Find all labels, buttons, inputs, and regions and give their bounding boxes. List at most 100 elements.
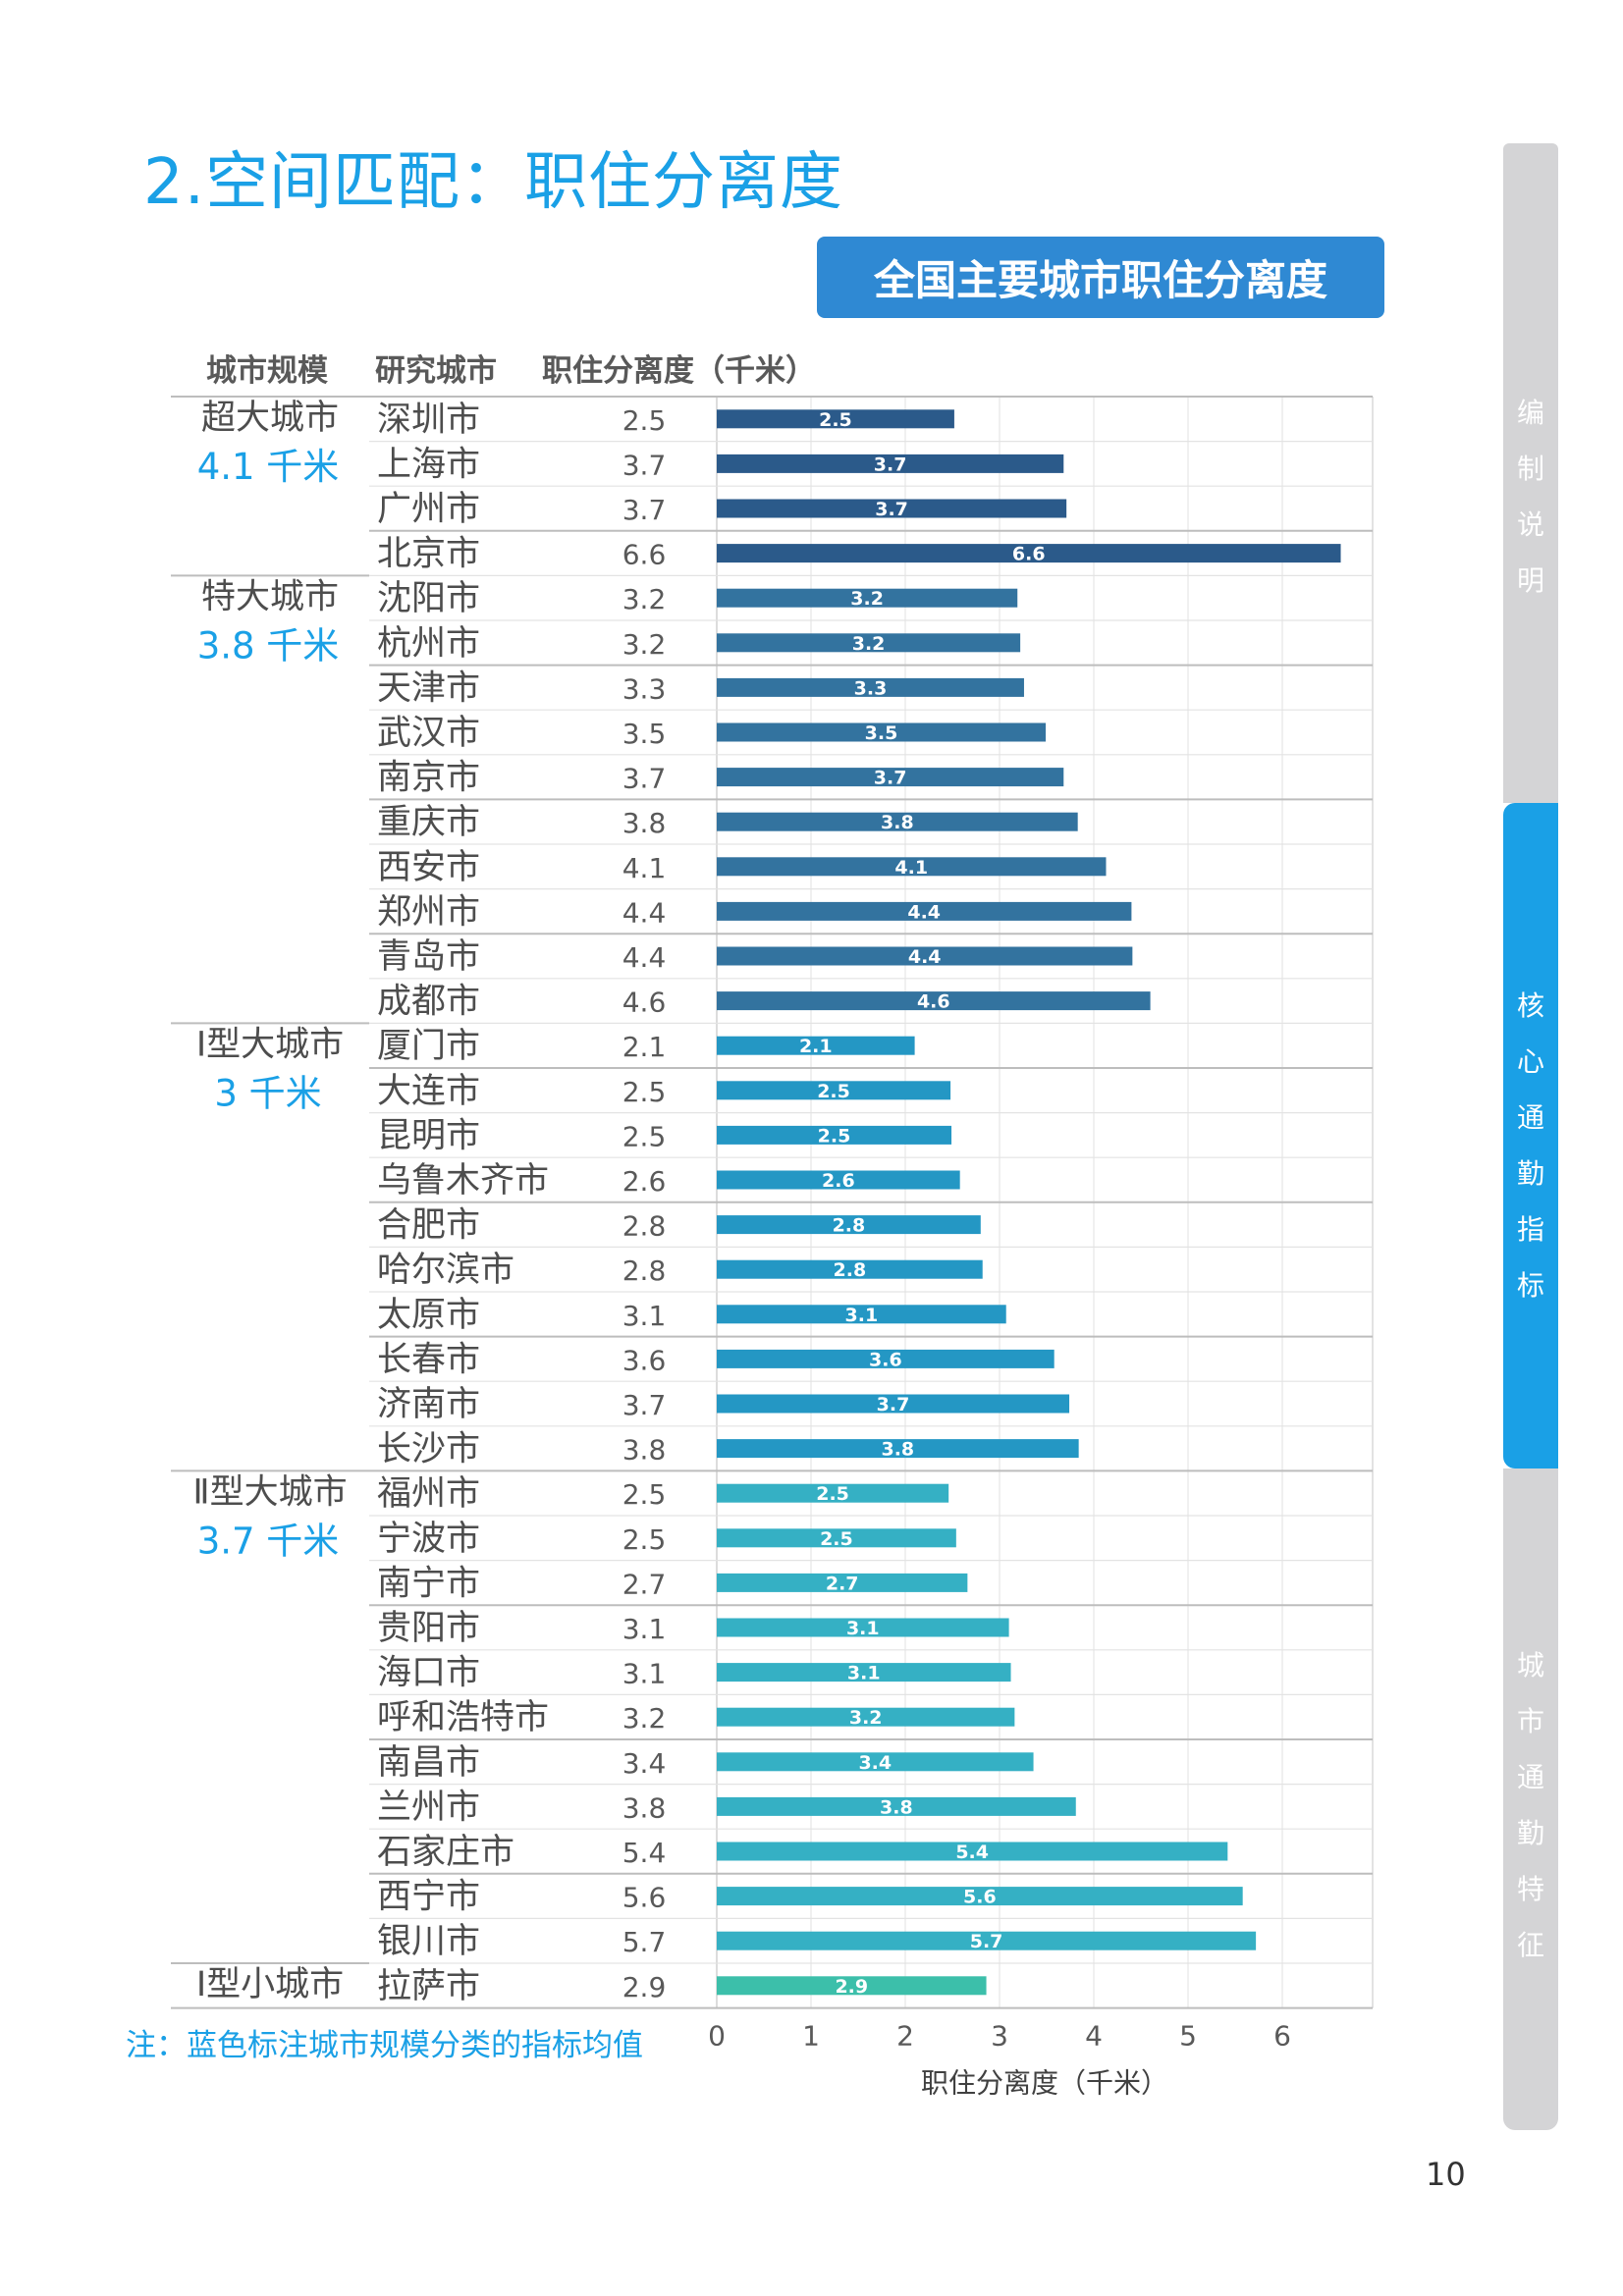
city-label: 深圳市 bbox=[377, 400, 480, 440]
city-label: 重庆市 bbox=[377, 803, 480, 842]
bar-data-label: 4.1 bbox=[894, 857, 928, 879]
bar bbox=[717, 1081, 951, 1100]
city-label: 武汉市 bbox=[377, 714, 480, 753]
side-tab-label: 编制说明 bbox=[1516, 397, 1544, 597]
bar-data-label: 5.6 bbox=[963, 1887, 997, 1908]
value-label: 5.7 bbox=[622, 1926, 667, 1958]
bar-data-label: 2.1 bbox=[799, 1036, 833, 1057]
bar bbox=[717, 1305, 1006, 1324]
city-label: 厦门市 bbox=[377, 1027, 480, 1066]
bar-data-label: 2.5 bbox=[819, 409, 852, 431]
bar-data-label: 3.7 bbox=[874, 768, 907, 789]
column-header-city: 研究城市 bbox=[375, 353, 497, 389]
city-label: 大连市 bbox=[377, 1072, 480, 1111]
bar bbox=[717, 991, 1151, 1011]
group-label: 超大城市 bbox=[201, 399, 339, 438]
city-label: 宁波市 bbox=[377, 1520, 480, 1559]
x-tick-label: 0 bbox=[708, 2020, 726, 2053]
bar bbox=[717, 1663, 1011, 1682]
side-tab-city-features[interactable]: 城市通勤特征 bbox=[1503, 1468, 1558, 2130]
bar bbox=[717, 1752, 1034, 1772]
city-label: 哈尔滨市 bbox=[377, 1251, 514, 1290]
bar-data-label: 4.6 bbox=[917, 991, 950, 1013]
bar bbox=[717, 1483, 949, 1503]
bar-data-label: 5.7 bbox=[970, 1931, 1003, 1952]
x-tick-label: 1 bbox=[802, 2020, 820, 2053]
city-label: 沈阳市 bbox=[377, 579, 480, 618]
column-header-scale: 城市规模 bbox=[206, 353, 328, 389]
value-label: 3.4 bbox=[622, 1747, 667, 1780]
bar-data-label: 3.1 bbox=[845, 1305, 879, 1326]
city-label: 南宁市 bbox=[377, 1564, 480, 1603]
city-label: 西安市 bbox=[377, 848, 480, 887]
bar-data-label: 6.6 bbox=[1012, 544, 1046, 565]
group-mean-label: 4.1 千米 bbox=[197, 446, 340, 488]
group-label: Ⅰ型大城市 bbox=[196, 1025, 344, 1064]
value-label: 5.6 bbox=[622, 1882, 667, 1914]
value-label: 3.3 bbox=[622, 672, 667, 705]
bar-data-label: 2.7 bbox=[826, 1573, 859, 1594]
value-label: 3.2 bbox=[622, 1702, 667, 1735]
bar bbox=[717, 946, 1133, 966]
bar bbox=[717, 588, 1018, 608]
value-label: 3.7 bbox=[622, 763, 667, 795]
value-label: 5.4 bbox=[622, 1837, 667, 1869]
value-label: 3.7 bbox=[622, 494, 667, 526]
bar bbox=[717, 677, 1024, 697]
city-label: 长沙市 bbox=[377, 1430, 480, 1469]
bar bbox=[717, 857, 1107, 877]
value-label: 4.6 bbox=[622, 987, 667, 1019]
city-label: 上海市 bbox=[377, 445, 480, 484]
x-tick-label: 5 bbox=[1179, 2020, 1197, 2053]
bar-data-label: 3.8 bbox=[881, 1439, 914, 1461]
value-label: 2.1 bbox=[622, 1031, 667, 1063]
value-label: 2.5 bbox=[622, 1076, 667, 1108]
side-tab-label: 核心通勤指标 bbox=[1516, 989, 1544, 1302]
bar bbox=[717, 1618, 1009, 1637]
bar bbox=[717, 409, 954, 429]
city-label: 南昌市 bbox=[377, 1743, 480, 1783]
bar-data-label: 2.8 bbox=[833, 1215, 866, 1237]
bar bbox=[717, 1707, 1015, 1727]
city-label: 福州市 bbox=[377, 1474, 480, 1514]
city-label: 成都市 bbox=[377, 983, 480, 1022]
group-label: Ⅰ型小城市 bbox=[196, 1965, 344, 2004]
bar-data-label: 2.8 bbox=[834, 1259, 867, 1281]
x-tick-label: 4 bbox=[1085, 2020, 1103, 2053]
value-label: 2.5 bbox=[622, 1523, 667, 1556]
bar bbox=[717, 1842, 1228, 1861]
value-label: 3.7 bbox=[622, 1389, 667, 1421]
value-label: 6.6 bbox=[622, 539, 667, 571]
bar-data-label: 3.7 bbox=[875, 499, 908, 520]
value-label: 3.1 bbox=[622, 1300, 667, 1332]
side-tab-preparation[interactable]: 编制说明 bbox=[1503, 143, 1558, 803]
bar-data-label: 3.2 bbox=[850, 588, 884, 610]
bar bbox=[717, 1528, 956, 1548]
value-label: 3.1 bbox=[622, 1613, 667, 1645]
bar bbox=[717, 722, 1047, 742]
bar-data-label: 4.4 bbox=[908, 946, 942, 968]
value-label: 4.1 bbox=[622, 852, 667, 884]
group-mean-label: 3 千米 bbox=[214, 1072, 321, 1114]
value-label: 2.5 bbox=[622, 1478, 667, 1511]
bar bbox=[717, 1887, 1243, 1906]
city-label: 北京市 bbox=[377, 535, 480, 574]
page-title: 2.空间匹配：职住分离度 bbox=[143, 146, 844, 219]
bar bbox=[717, 1573, 968, 1592]
bar bbox=[717, 1170, 960, 1190]
page-number: 10 bbox=[1426, 2156, 1466, 2193]
bar-data-label: 3.1 bbox=[847, 1663, 881, 1684]
city-label: 西宁市 bbox=[377, 1878, 480, 1917]
city-label: 兰州市 bbox=[377, 1788, 480, 1827]
bar bbox=[717, 1931, 1257, 1950]
bar bbox=[717, 544, 1341, 563]
value-label: 2.9 bbox=[622, 1971, 667, 2003]
value-label: 3.8 bbox=[622, 1791, 667, 1824]
side-tab-core-indicators[interactable]: 核心通勤指标 bbox=[1503, 803, 1558, 1468]
chart-title: 全国主要城市职住分离度 bbox=[817, 237, 1384, 318]
bar bbox=[717, 1439, 1079, 1459]
bar bbox=[717, 1976, 987, 1996]
city-label: 济南市 bbox=[377, 1385, 480, 1424]
value-label: 4.4 bbox=[622, 941, 667, 974]
city-label: 青岛市 bbox=[377, 937, 480, 977]
